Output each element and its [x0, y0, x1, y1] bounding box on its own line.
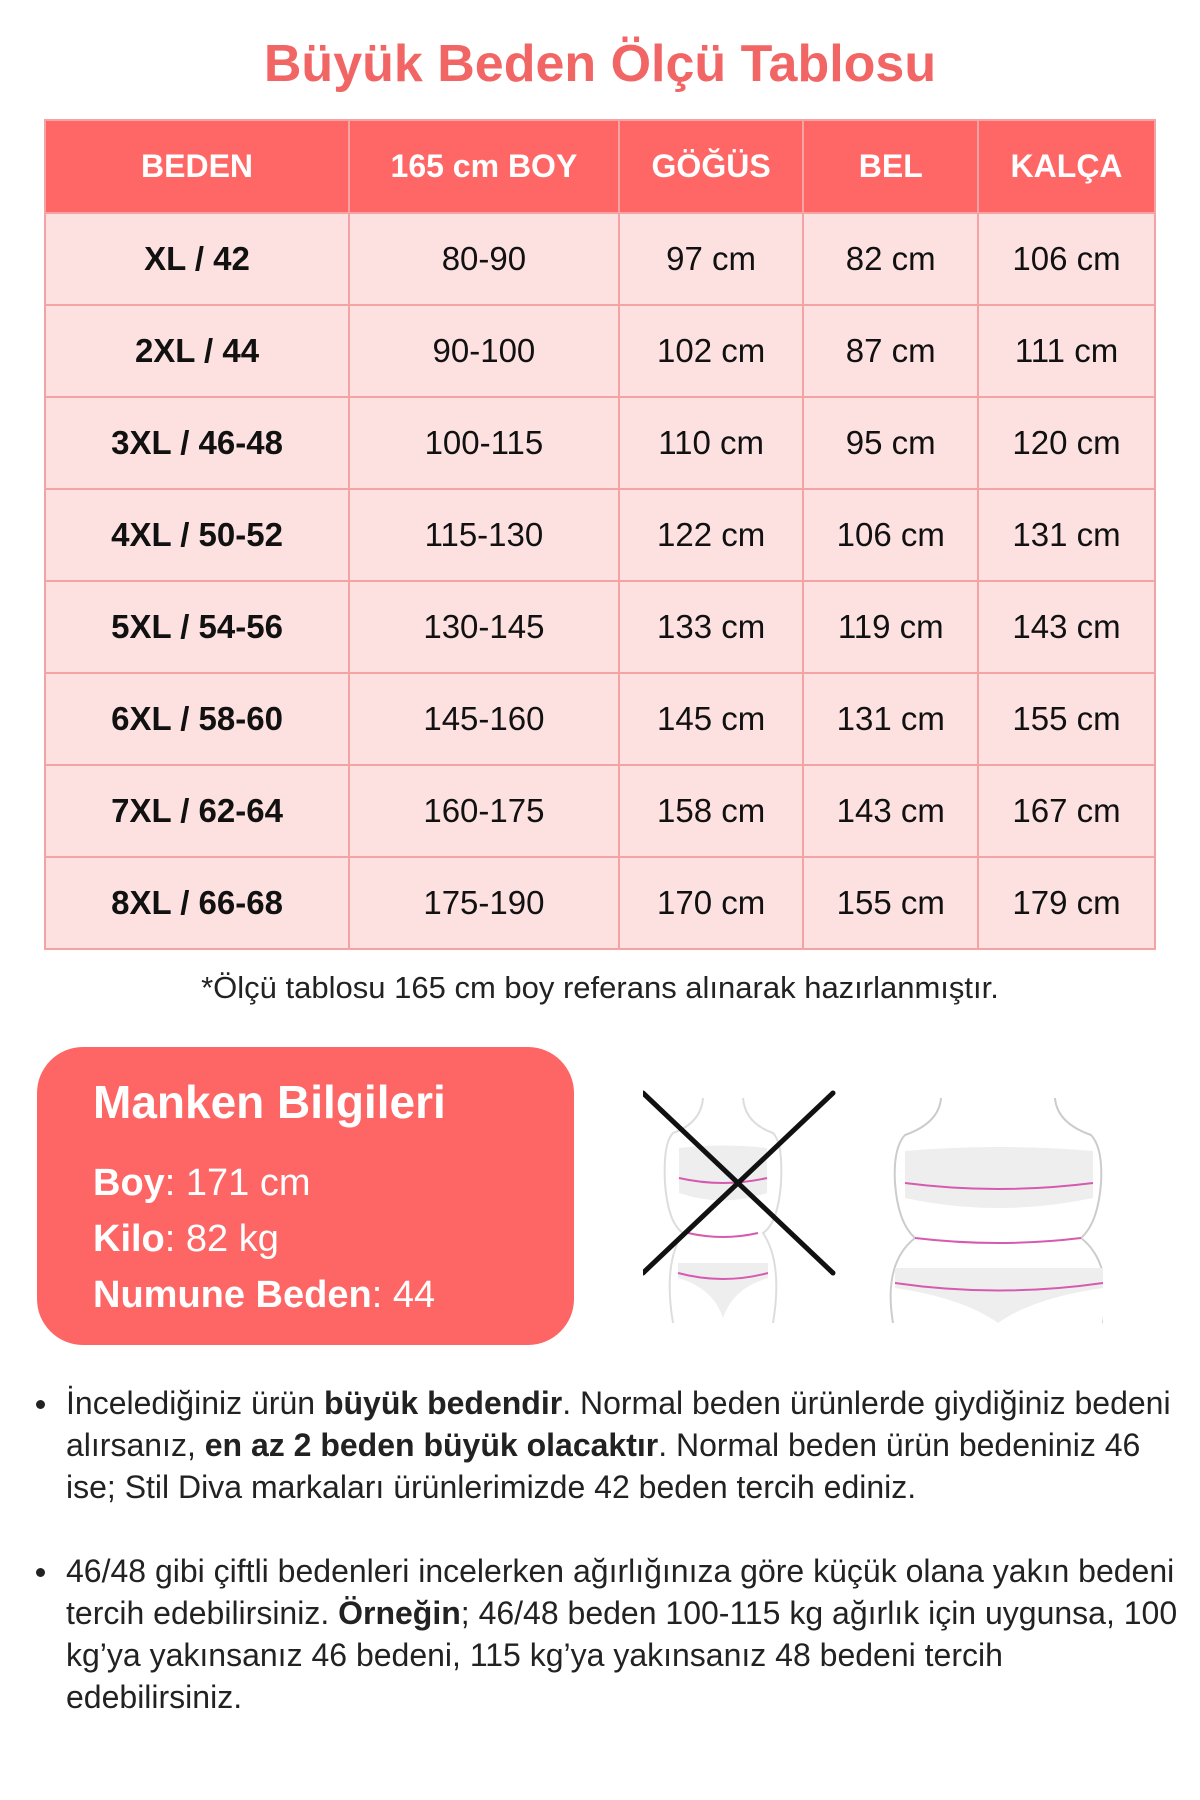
model-info-label: Kilo: [93, 1218, 165, 1260]
model-info-item: Boy: 171 cm: [93, 1155, 574, 1211]
measurement-cell: 122 cm: [617, 488, 805, 582]
size-cell: 4XL / 50-52: [43, 488, 351, 582]
size-cell: 7XL / 62-64: [43, 764, 351, 858]
measurement-cell: 97 cm: [617, 212, 805, 306]
measurement-cell: 158 cm: [617, 764, 805, 858]
measurement-cell: 95 cm: [802, 396, 980, 490]
measurement-cell: 179 cm: [977, 856, 1156, 950]
measurement-cell: 130-145: [348, 580, 620, 674]
model-info-value: : 44: [371, 1274, 436, 1316]
model-info-item: Kilo: 82 kg: [93, 1211, 574, 1267]
measurement-cell: 170 cm: [617, 856, 805, 950]
info-bullet: İncelediğiniz ürün büyük bedendir. Norma…: [30, 1382, 1180, 1508]
measurement-cell: 111 cm: [977, 304, 1156, 398]
measurement-cell: 133 cm: [617, 580, 805, 674]
model-info-value: : 82 kg: [164, 1218, 279, 1260]
measurement-cell: 175-190: [348, 856, 620, 950]
size-cell: 8XL / 66-68: [43, 856, 351, 950]
table-row: XL / 42 80-90 97 cm 82 cm 106 cm: [43, 212, 1156, 306]
measurement-cell: 155 cm: [802, 856, 980, 950]
measurement-cell: 102 cm: [617, 304, 805, 398]
table-row: 2XL / 44 90-100 102 cm 87 cm 111 cm: [43, 304, 1156, 398]
measurement-cell: 119 cm: [802, 580, 980, 674]
cross-icon: [643, 1090, 836, 1276]
table-header: BEDEN 165 cm BOY GÖĞÜS BEL KALÇA: [43, 119, 1156, 214]
column-header: BEDEN: [43, 119, 351, 214]
measurement-cell: 145-160: [348, 672, 620, 766]
measurement-cell: 106 cm: [977, 212, 1156, 306]
measurement-cell: 160-175: [348, 764, 620, 858]
correct-body-shape: [889, 1097, 1103, 1323]
table-row: 8XL / 66-68 175-190 170 cm 155 cm 179 cm: [43, 856, 1156, 950]
column-header: 165 cm BOY: [348, 119, 620, 214]
measurement-cell: 106 cm: [802, 488, 980, 582]
measurement-cell: 131 cm: [977, 488, 1156, 582]
measurement-cell: 167 cm: [977, 764, 1156, 858]
size-cell: 3XL / 46-48: [43, 396, 351, 490]
table-row: 7XL / 62-64 160-175 158 cm 143 cm 167 cm: [43, 764, 1156, 858]
model-info-title: Manken Bilgileri: [93, 1076, 446, 1128]
emphasis-text: büyük bedendir: [323, 1385, 563, 1421]
model-info-card: Manken Bilgileri Boy: 171 cm Kilo: 82 kg N…: [37, 1047, 574, 1345]
model-info-label: Numune Beden: [93, 1274, 372, 1316]
info-list: İncelediğiniz ürün büyük bedendir. Norma…: [30, 1382, 1180, 1718]
table-row: 3XL / 46-48 100-115 110 cm 95 cm 120 cm: [43, 396, 1156, 490]
table-row: 5XL / 54-56 130-145 133 cm 119 cm 143 cm: [43, 580, 1156, 674]
measurement-cell: 155 cm: [977, 672, 1156, 766]
model-info-value: : 171 cm: [164, 1162, 311, 1204]
measurement-cell: 120 cm: [977, 396, 1156, 490]
measurement-cell: 145 cm: [617, 672, 805, 766]
column-header: KALÇA: [977, 119, 1156, 214]
bullet-text: İncelediğiniz ürün: [66, 1385, 324, 1421]
model-info-item: Numune Beden: 44: [93, 1267, 574, 1323]
measurement-cell: 110 cm: [617, 396, 805, 490]
bullet-text: . Normal beden ürünlerde giydiğiniz bede…: [66, 1385, 1171, 1463]
bullet-text: ; 46/48 beden 100-115 kg ağırlık için uy…: [66, 1595, 1178, 1715]
emphasis-text: Örneğin: [338, 1595, 461, 1631]
footnote: *Ölçü tablosu 165 cm boy referans alınar…: [201, 970, 999, 1005]
column-header: GÖĞÜS: [617, 119, 805, 214]
measurement-cell: 87 cm: [802, 304, 980, 398]
measurement-cell: 90-100: [348, 304, 620, 398]
table-row: 4XL / 50-52 115-130 122 cm 106 cm 131 cm: [43, 488, 1156, 582]
size-table: BEDEN 165 cm BOY GÖĞÜS BEL KALÇA XL / 42 80-9…: [43, 119, 1156, 950]
size-cell: 2XL / 44: [43, 304, 351, 398]
body-shape-illustration: [643, 1090, 1103, 1323]
bullet-text: 46/48 gibi çiftli bedenleri incelerken a…: [66, 1553, 1175, 1631]
bullet-text: . Normal beden ürün bedeniniz 46 ise; St…: [66, 1427, 1141, 1505]
measurement-cell: 100-115: [348, 396, 620, 490]
measurement-cell: 80-90: [348, 212, 620, 306]
measurement-cell: 143 cm: [802, 764, 980, 858]
page-title: Büyük Beden Ölçü Tablosu: [263, 35, 937, 93]
measurement-cell: 143 cm: [977, 580, 1156, 674]
info-bullet: 46/48 gibi çiftli bedenleri incelerken a…: [30, 1550, 1180, 1718]
size-cell: 5XL / 54-56: [43, 580, 351, 674]
table-row: 6XL / 58-60 145-160 145 cm 131 cm 155 cm: [43, 672, 1156, 766]
size-cell: 6XL / 58-60: [43, 672, 351, 766]
emphasis-text: en az 2 beden büyük olacaktır: [204, 1427, 659, 1463]
measurement-cell: 115-130: [348, 488, 620, 582]
size-cell: XL / 42: [43, 212, 351, 306]
model-info-label: Boy: [93, 1162, 165, 1204]
measurement-cell: 131 cm: [802, 672, 980, 766]
column-header: BEL: [802, 119, 980, 214]
measurement-cell: 82 cm: [802, 212, 980, 306]
